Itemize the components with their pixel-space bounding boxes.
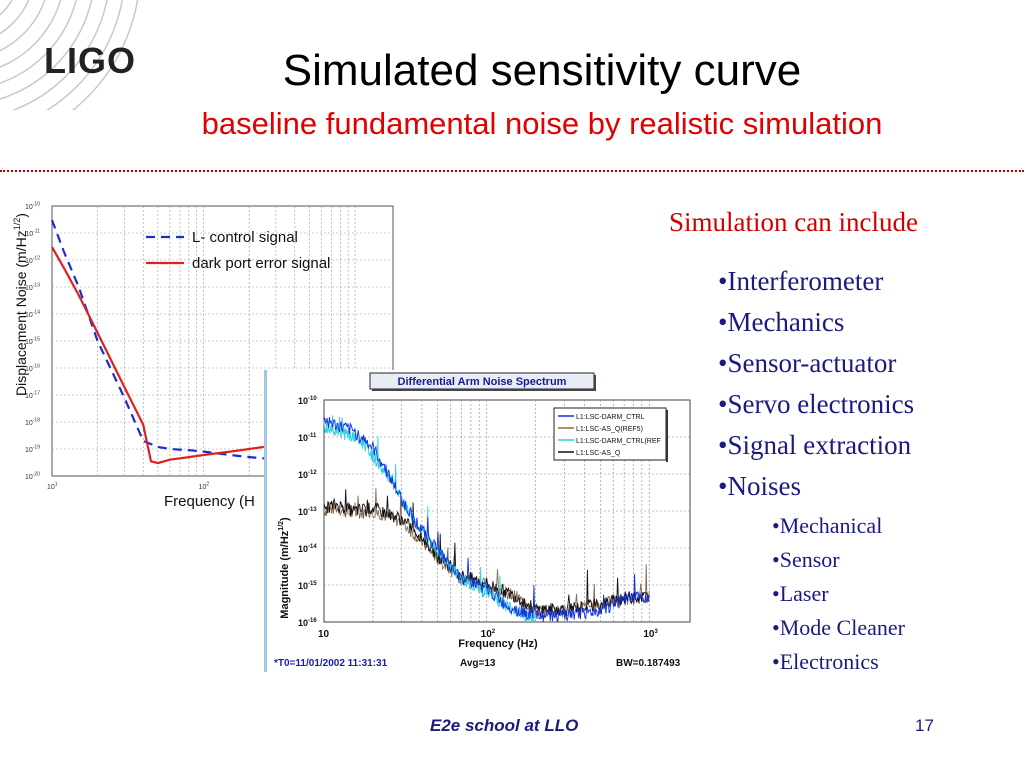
- chart1-y-tick-label: 10-17: [25, 391, 40, 401]
- chart2-y-tick-label: 10-10: [298, 396, 317, 406]
- chart2-y-tick-label: 10-13: [298, 507, 317, 517]
- bullet-item: •Sensor: [772, 547, 840, 572]
- chart1-series: [50, 219, 265, 465]
- bullet-item: •Electronics: [772, 649, 879, 674]
- slide-title: Simulated sensitivity curve: [282, 46, 802, 95]
- chart1-y-tick-label: 10-13: [25, 283, 40, 293]
- chart2-legend-label: L1:LSC-AS_Q: [576, 450, 621, 457]
- slide-subtitle: baseline fundamental noise by realistic …: [201, 106, 883, 141]
- chart1-y-tick-label: 10-18: [25, 418, 40, 428]
- chart1-x-tick-label: 101: [47, 482, 58, 492]
- chart1-y-tick-label: 10-14: [25, 310, 40, 320]
- chart1-legend-label: L- control signal: [192, 229, 298, 246]
- chart1-y-tick-label: 10-20: [25, 472, 40, 482]
- chart2-title-box: Differential Arm Noise Spectrum: [369, 372, 596, 391]
- chart1-y-tick-label: 10-10: [25, 202, 40, 212]
- footer-caption: E2e school at LLO: [430, 716, 579, 735]
- chart1-x-axis-label: Frequency (H: [164, 493, 255, 510]
- bullet-item: •Sensor-actuator: [718, 348, 897, 378]
- chart2-legend-shadow: [666, 410, 668, 462]
- chart2-y-tick-label: 10-14: [298, 544, 317, 554]
- chart1-legend: L- control signal dark port error signal: [146, 229, 330, 272]
- bullet-item: •Noises: [718, 471, 801, 501]
- chart2-x-tick-label: 103: [643, 629, 658, 640]
- chart2-series-line: [323, 489, 650, 616]
- chart2-bandwidth: BW=0.187493: [616, 658, 681, 669]
- bullet-item: •Interferometer: [718, 266, 884, 296]
- chart2-y-axis-label: Magnitude (m/Hz1/2): [278, 517, 291, 619]
- chart2-y-tick-label: 10-15: [298, 581, 317, 591]
- chart1-y-axis-label: Displacement Noise (m/Hz1/2): [12, 213, 29, 396]
- chart2-series: [323, 415, 650, 624]
- chart2-legend-label: L1:LSC-DARM_CTRL(REF: [576, 438, 661, 445]
- chart1-y-tick-label: 10-11: [25, 229, 40, 239]
- chart1-y-tick-label: 10-12: [25, 256, 40, 266]
- chart1-series-line: [51, 246, 265, 465]
- chart1-y-tick-label: 10-16: [25, 364, 40, 374]
- bullet-item: •Mechanics: [718, 307, 845, 337]
- chart2-legend-label: L1:LSC-AS_Q(REF5): [576, 426, 643, 433]
- chart2-y-tick-label: 10-16: [298, 618, 317, 628]
- chart1-y-tick-label: 10-15: [25, 337, 40, 347]
- bullet-item: •Servo electronics: [718, 389, 915, 419]
- bullet-item: •Laser: [772, 581, 829, 606]
- logo-text: LIGO: [44, 40, 136, 81]
- chart2-y-tick-label: 10-11: [298, 433, 317, 443]
- title-divider: [0, 170, 1024, 172]
- bullet-item: •Signal extraction: [718, 430, 912, 460]
- bullet-item: •Mode Cleaner: [772, 615, 905, 640]
- chart1-y-tick-label: 10-19: [25, 445, 40, 455]
- bullet-item: •Mechanical: [772, 513, 883, 538]
- differential-arm-noise-chart: Differential Arm Noise Spectrum L1:LSC-D…: [264, 370, 696, 672]
- chart2-averages: Avg=13: [460, 658, 496, 669]
- chart2-y-tick-label: 10-12: [298, 470, 317, 480]
- chart2-x-tick-label: 102: [481, 629, 496, 640]
- chart2-series-line: [323, 417, 650, 623]
- chart1-legend-label: dark port error signal: [192, 255, 330, 272]
- chart2-timestamp: *T0=11/01/2002 11:31:31: [274, 658, 388, 669]
- chart2-title: Differential Arm Noise Spectrum: [398, 376, 567, 388]
- page-number: 17: [915, 716, 934, 735]
- chart2-legend: L1:LSC-DARM_CTRL L1:LSC-AS_Q(REF5) L1:LSC-…: [553, 407, 668, 462]
- list-heading: Simulation can include: [669, 207, 918, 237]
- chart1-x-tick-label: 102: [199, 482, 210, 492]
- chart2-x-tick-label: 10: [318, 629, 330, 640]
- chart2-x-axis-label: Frequency (Hz): [458, 638, 538, 650]
- chart2-legend-label: L1:LSC-DARM_CTRL: [576, 414, 645, 421]
